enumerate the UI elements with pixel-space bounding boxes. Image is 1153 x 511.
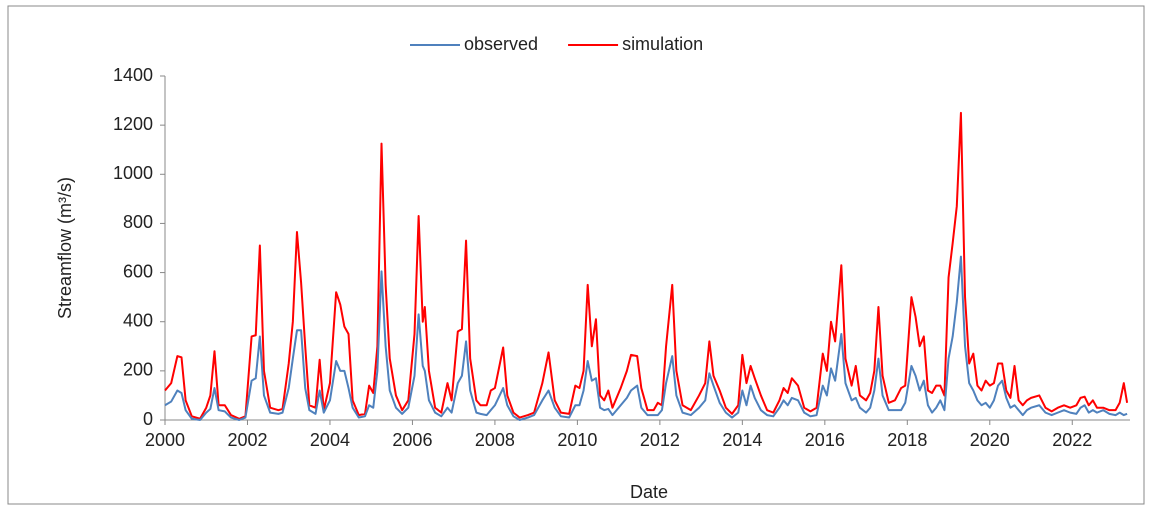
legend: observed simulation xyxy=(410,34,703,54)
x-tick-label: 2006 xyxy=(392,430,432,450)
legend-label: simulation xyxy=(622,34,703,54)
x-tick-label: 2022 xyxy=(1052,430,1092,450)
y-tick-label: 600 xyxy=(123,261,153,281)
y-tick-label: 1200 xyxy=(113,114,153,134)
x-tick-label: 2002 xyxy=(227,430,267,450)
y-tick-label: 400 xyxy=(123,310,153,330)
x-tick-label: 2020 xyxy=(970,430,1010,450)
series-line xyxy=(164,255,1128,421)
y-tick-label: 800 xyxy=(123,212,153,232)
x-tick-label: 2016 xyxy=(805,430,845,450)
x-axis-title: Date xyxy=(630,482,668,502)
x-tick-label: 2012 xyxy=(640,430,680,450)
legend-label: observed xyxy=(464,34,538,54)
chart-frame xyxy=(7,5,1145,505)
y-tick-label: 0 xyxy=(143,409,153,429)
x-tick-label: 2008 xyxy=(475,430,515,450)
x-tick-label: 2018 xyxy=(887,430,927,450)
y-tick-label: 1400 xyxy=(113,65,153,85)
x-tick-label: 2004 xyxy=(310,430,350,450)
x-tick-label: 2014 xyxy=(722,430,762,450)
x-tick-label: 2000 xyxy=(145,430,185,450)
y-axis-title: Streamflow (m³/s) xyxy=(55,177,75,319)
y-tick-label: 200 xyxy=(123,360,153,380)
series-line xyxy=(164,111,1129,420)
y-tick-label: 1000 xyxy=(113,163,153,183)
x-tick-label: 2010 xyxy=(557,430,597,450)
